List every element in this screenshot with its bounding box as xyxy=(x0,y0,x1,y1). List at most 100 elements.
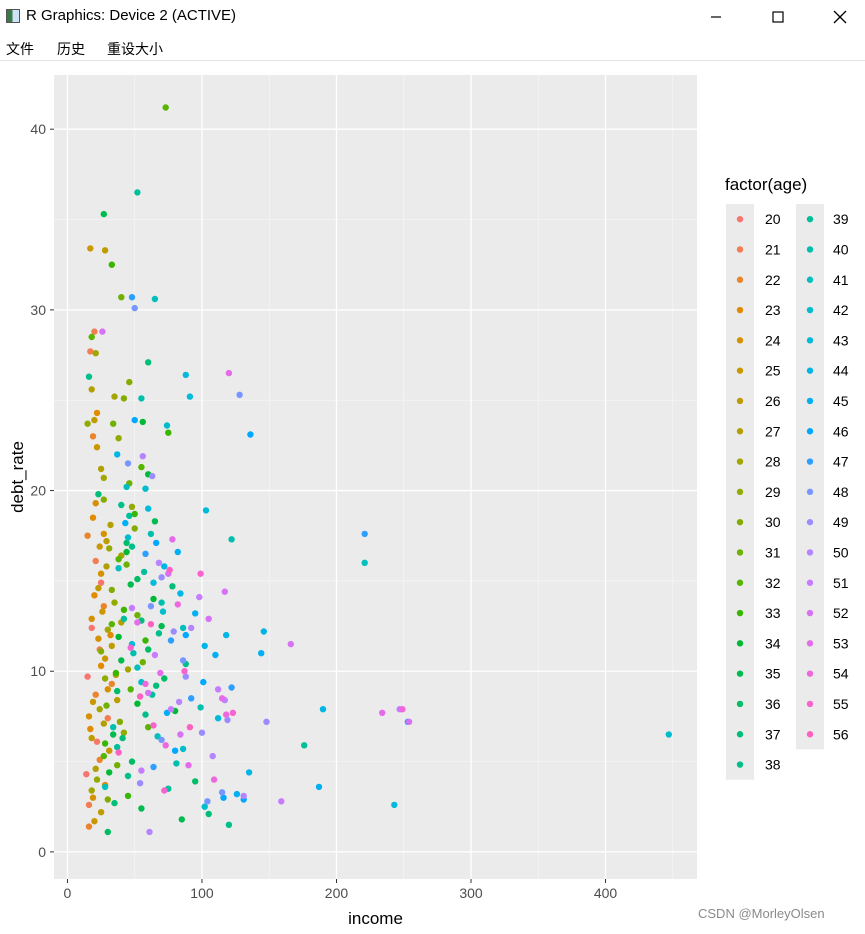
y-tick-label: 10 xyxy=(30,663,46,679)
data-point xyxy=(150,595,157,603)
data-point xyxy=(138,767,145,774)
data-point xyxy=(145,724,152,731)
data-point xyxy=(136,693,144,700)
y-axis-title: debt_rate xyxy=(8,441,27,513)
data-point xyxy=(188,624,195,632)
data-point xyxy=(103,563,110,570)
watermark: CSDN @MorleyOlsen xyxy=(698,906,825,921)
data-point xyxy=(100,530,108,538)
data-point xyxy=(91,328,98,335)
data-point xyxy=(92,557,99,565)
data-point xyxy=(225,369,233,377)
data-point xyxy=(110,420,117,427)
close-icon xyxy=(833,10,847,24)
data-point xyxy=(88,624,95,632)
legend-key-point xyxy=(806,337,814,344)
data-point xyxy=(205,615,212,622)
legend-key-point xyxy=(806,700,814,708)
data-point xyxy=(100,210,108,218)
data-point xyxy=(147,530,155,538)
data-point xyxy=(162,104,169,111)
data-point xyxy=(118,294,125,301)
minimize-button[interactable] xyxy=(693,2,739,32)
data-point xyxy=(120,395,128,402)
legend-key-point xyxy=(736,761,744,768)
data-point xyxy=(214,686,222,693)
window-title: R Graphics: Device 2 (ACTIVE) xyxy=(26,7,237,24)
legend-key-point xyxy=(806,246,814,253)
y-tick-label: 0 xyxy=(38,844,46,860)
data-point xyxy=(139,453,146,460)
legend-key-point xyxy=(736,458,744,465)
legend-label: 38 xyxy=(765,757,781,773)
data-point xyxy=(278,798,285,805)
data-point xyxy=(134,189,141,196)
maximize-button[interactable] xyxy=(755,2,801,32)
data-point xyxy=(166,566,173,574)
data-point xyxy=(101,783,109,791)
data-point xyxy=(114,743,121,751)
legend-label: 31 xyxy=(765,544,781,560)
data-point xyxy=(128,604,136,612)
data-point xyxy=(139,659,146,666)
menu-file[interactable]: 文件 xyxy=(6,41,34,57)
data-point xyxy=(202,507,210,514)
y-tick-label: 40 xyxy=(30,121,46,137)
data-point xyxy=(108,621,116,628)
x-tick-label: 100 xyxy=(190,885,214,901)
data-point xyxy=(209,752,216,760)
data-point xyxy=(115,556,122,563)
data-point xyxy=(315,783,323,791)
data-point xyxy=(96,756,103,763)
data-point xyxy=(212,651,219,659)
data-point xyxy=(120,615,128,622)
data-point xyxy=(97,809,105,816)
data-point xyxy=(134,612,141,619)
data-point xyxy=(361,530,368,538)
data-point xyxy=(104,626,112,633)
data-point xyxy=(92,500,99,507)
data-point xyxy=(84,532,91,539)
data-point xyxy=(167,706,175,713)
legend-label: 24 xyxy=(765,332,781,348)
data-point xyxy=(228,536,235,543)
data-point xyxy=(173,760,180,767)
data-point xyxy=(196,593,203,601)
y-tick-label: 20 xyxy=(30,483,46,499)
legend-key-point xyxy=(806,306,814,314)
data-point xyxy=(88,333,95,341)
data-point xyxy=(93,444,101,451)
data-point xyxy=(130,650,137,657)
data-point xyxy=(123,561,130,568)
data-point xyxy=(146,828,153,836)
close-button[interactable] xyxy=(817,2,863,32)
data-point xyxy=(204,798,211,805)
data-point xyxy=(151,295,159,303)
legend-label: 52 xyxy=(833,605,849,621)
legend-label: 21 xyxy=(765,241,781,257)
legend-label: 22 xyxy=(765,272,781,288)
data-point xyxy=(301,742,308,749)
legend-label: 26 xyxy=(765,393,781,409)
maximize-icon xyxy=(772,11,784,23)
data-point xyxy=(229,709,237,716)
legend-key-point xyxy=(736,518,744,526)
legend-key-point xyxy=(806,367,814,374)
data-point xyxy=(96,543,103,550)
data-point xyxy=(118,501,125,509)
data-point xyxy=(123,483,130,491)
data-point xyxy=(138,395,145,402)
data-point xyxy=(95,584,102,592)
data-point xyxy=(97,662,105,669)
menu-resize[interactable]: 重设大小 xyxy=(107,41,163,57)
data-point xyxy=(87,348,94,355)
legend-label: 51 xyxy=(833,575,849,591)
data-point xyxy=(218,695,226,702)
data-point xyxy=(103,702,110,709)
menu-history[interactable]: 历史 xyxy=(57,41,85,57)
data-point xyxy=(169,536,176,543)
data-point xyxy=(111,599,118,606)
legend-key-point xyxy=(736,337,744,344)
data-point xyxy=(126,512,133,519)
legend-key-point xyxy=(736,428,744,435)
